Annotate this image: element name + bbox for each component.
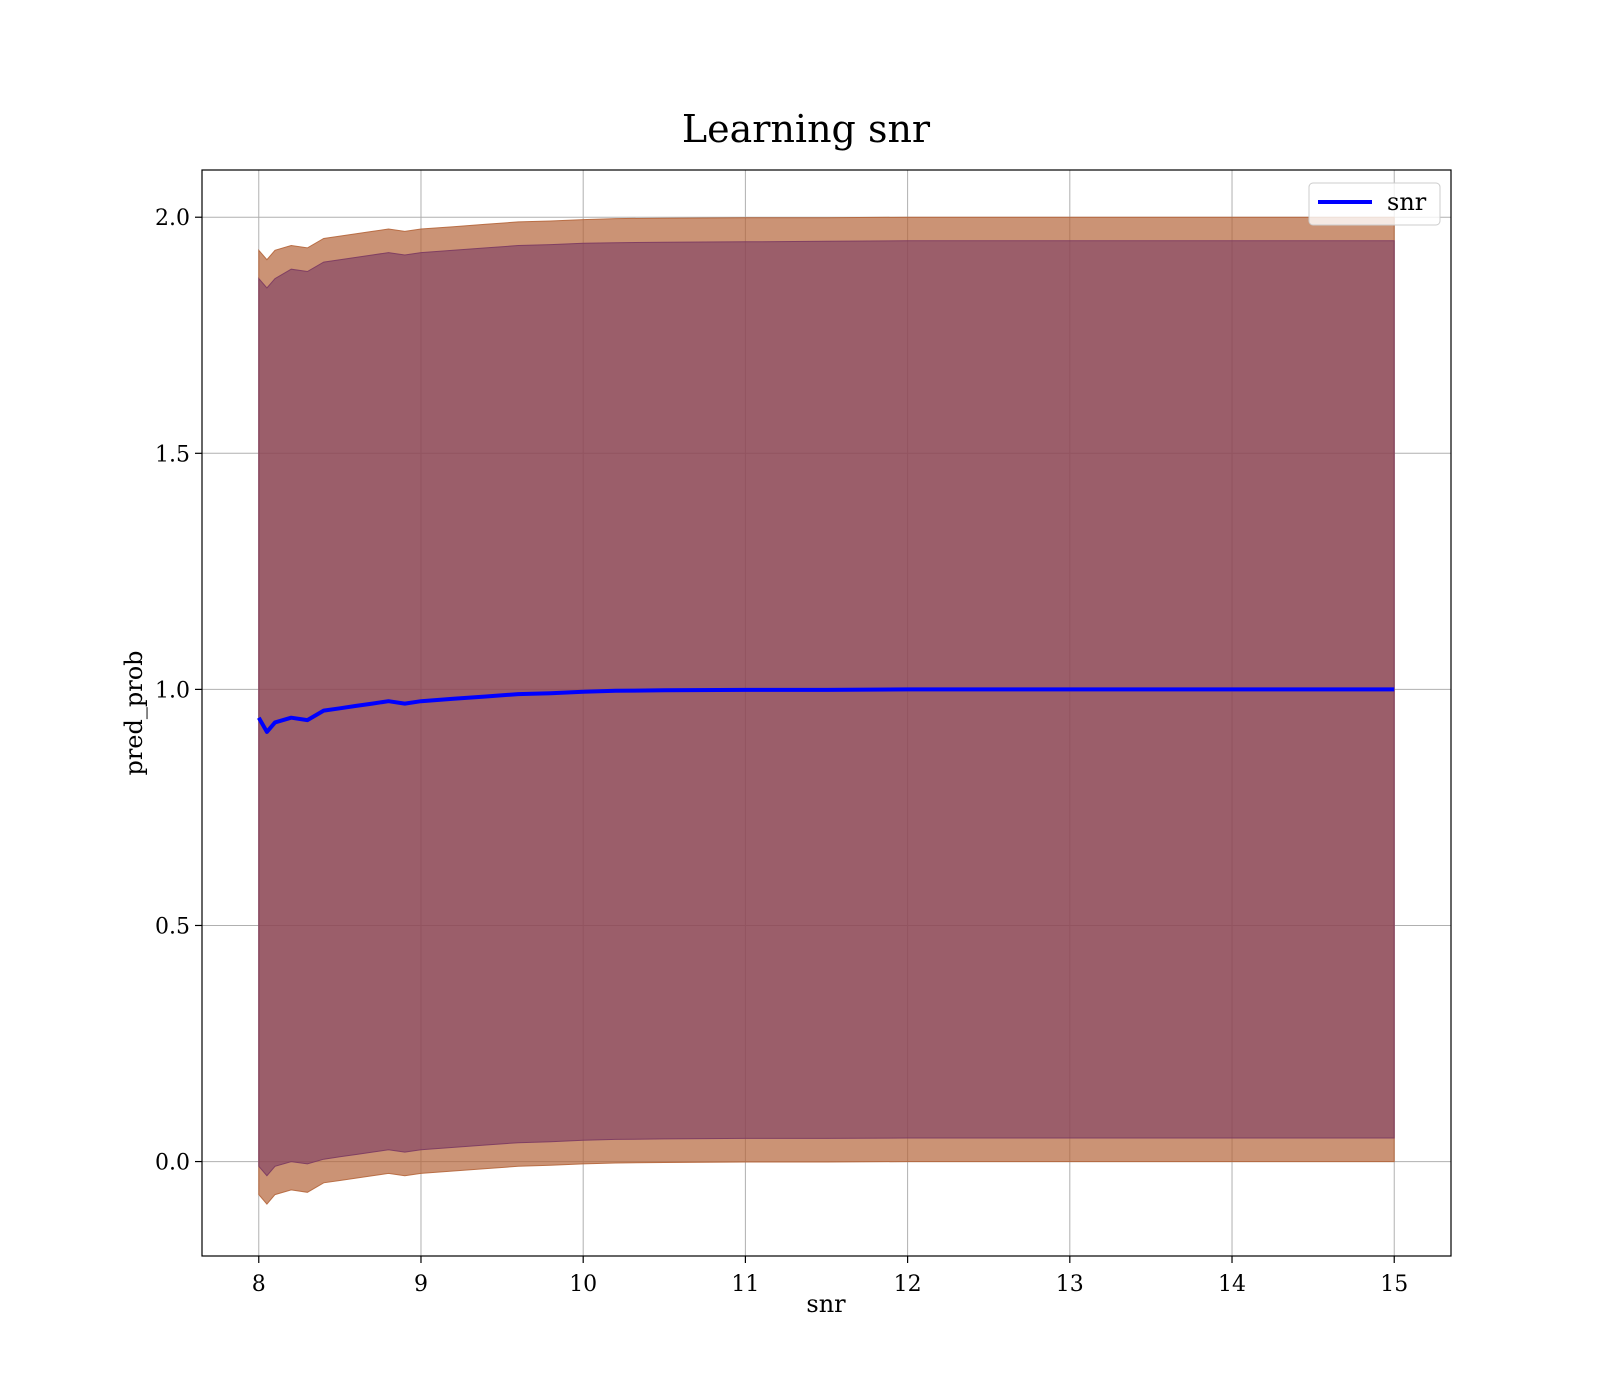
y-tick-label: 1.5 bbox=[155, 442, 190, 467]
y-tick-label: 2.0 bbox=[155, 206, 190, 231]
x-axis: 8 9 10 11 12 13 14 15 bbox=[252, 1256, 1408, 1297]
plot-frame bbox=[201, 169, 1452, 1257]
confidence-bands bbox=[258, 216, 1395, 1205]
legend-box bbox=[1308, 182, 1441, 226]
x-tick-label: 14 bbox=[1218, 1272, 1246, 1297]
legend: snr bbox=[1308, 182, 1441, 226]
x-tick-label: 13 bbox=[1056, 1272, 1084, 1297]
x-tick-label: 8 bbox=[252, 1272, 266, 1297]
series-lines bbox=[257, 687, 1395, 734]
x-axis-label: snr bbox=[806, 1290, 846, 1318]
series-line-snr bbox=[257, 687, 1395, 734]
legend-label: snr bbox=[1387, 188, 1427, 216]
x-tick-label: 9 bbox=[414, 1272, 428, 1297]
x-tick-label: 11 bbox=[731, 1272, 759, 1297]
y-axis-label: pred_prob bbox=[120, 650, 148, 775]
confidence-band-2 bbox=[258, 240, 1395, 1177]
y-tick-label: 0.5 bbox=[155, 914, 190, 939]
x-tick-label: 15 bbox=[1380, 1272, 1408, 1297]
y-tick-label: 1.0 bbox=[155, 678, 190, 703]
y-axis: 0.0 0.5 1.0 1.5 2.0 bbox=[155, 206, 202, 1176]
x-tick-label: 12 bbox=[894, 1272, 922, 1297]
x-tick-label: 10 bbox=[569, 1272, 597, 1297]
chart-title: Learning snr bbox=[682, 107, 931, 151]
y-tick-label: 0.0 bbox=[155, 1151, 190, 1176]
